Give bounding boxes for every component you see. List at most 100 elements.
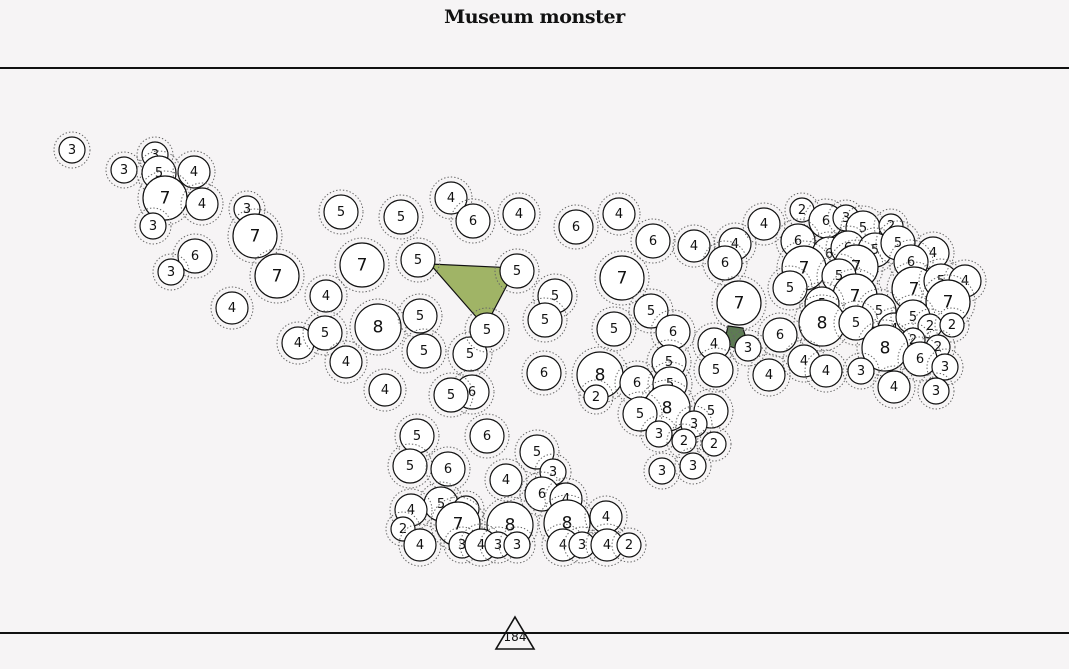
cell-circle[interactable] bbox=[922, 377, 950, 405]
cell-circle[interactable] bbox=[323, 194, 359, 230]
cell-node[interactable]: 5 bbox=[387, 443, 433, 489]
cell-node[interactable]: 6 bbox=[630, 218, 676, 264]
cell-circle[interactable] bbox=[452, 336, 488, 372]
cell-node[interactable]: 5 bbox=[378, 194, 424, 240]
cell-circle[interactable] bbox=[232, 213, 278, 259]
cell-circle[interactable] bbox=[701, 431, 727, 457]
cell-circle[interactable] bbox=[177, 155, 211, 189]
cell-circle[interactable] bbox=[403, 528, 437, 562]
cell-node[interactable]: 6 bbox=[172, 233, 218, 279]
cell-circle[interactable] bbox=[734, 334, 762, 362]
cell-node[interactable]: 3 bbox=[105, 151, 143, 189]
cell-circle[interactable] bbox=[499, 253, 535, 289]
cell-circle[interactable] bbox=[558, 209, 594, 245]
cell-circle[interactable] bbox=[707, 245, 743, 281]
cell-node[interactable]: 5 bbox=[617, 391, 663, 437]
cell-node[interactable]: 4 bbox=[747, 353, 791, 397]
cell-node[interactable]: 3 bbox=[643, 452, 681, 490]
cell-circle[interactable] bbox=[157, 258, 185, 286]
cell-node[interactable]: 5 bbox=[318, 189, 364, 235]
cell-circle[interactable] bbox=[354, 303, 402, 351]
cell-node[interactable]: 2 bbox=[578, 379, 614, 415]
cell-circle[interactable] bbox=[635, 223, 671, 259]
cell-circle[interactable] bbox=[809, 354, 843, 388]
cell-circle[interactable] bbox=[503, 531, 531, 559]
cell-node[interactable]: 4 bbox=[180, 182, 224, 226]
cell-circle[interactable] bbox=[752, 358, 786, 392]
cell-circle[interactable] bbox=[645, 420, 673, 448]
cell-circle[interactable] bbox=[648, 457, 676, 485]
cell-node[interactable]: 7 bbox=[334, 237, 390, 293]
cell-circle[interactable] bbox=[430, 451, 466, 487]
cell-circle[interactable] bbox=[877, 370, 911, 404]
cell-node[interactable]: 6 bbox=[757, 312, 803, 358]
cell-node[interactable]: 8 bbox=[349, 298, 407, 356]
cell-node[interactable]: 3 bbox=[479, 526, 517, 564]
cell-node[interactable]: 5 bbox=[767, 265, 813, 311]
cell-node[interactable]: 7 bbox=[227, 208, 283, 264]
cell-node[interactable]: 6 bbox=[521, 350, 567, 396]
cell-circle[interactable] bbox=[677, 229, 711, 263]
cell-node[interactable]: 3 bbox=[729, 329, 767, 367]
cell-node[interactable]: 3 bbox=[917, 372, 955, 410]
cell-circle[interactable] bbox=[329, 345, 363, 379]
cell-node[interactable]: 5 bbox=[302, 310, 348, 356]
cell-node[interactable]: 4 bbox=[872, 365, 916, 409]
cell-node[interactable]: 4 bbox=[484, 458, 528, 502]
cell-circle[interactable] bbox=[679, 452, 707, 480]
cell-circle[interactable] bbox=[671, 428, 697, 454]
cell-node[interactable]: 7 bbox=[249, 248, 305, 304]
cell-circle[interactable] bbox=[622, 396, 658, 432]
cell-node[interactable]: 5 bbox=[397, 293, 443, 339]
cell-circle[interactable] bbox=[762, 317, 798, 353]
cell-node[interactable]: 5 bbox=[628, 288, 674, 334]
cell-circle[interactable] bbox=[616, 532, 642, 558]
cell-node[interactable]: 6 bbox=[702, 240, 748, 286]
cell-node[interactable]: 4 bbox=[172, 150, 216, 194]
cell-circle[interactable] bbox=[747, 207, 781, 241]
cell-circle[interactable] bbox=[502, 197, 536, 231]
cell-circle[interactable] bbox=[489, 463, 523, 497]
cell-circle[interactable] bbox=[339, 242, 385, 288]
cell-node[interactable]: 3 bbox=[134, 207, 172, 245]
cell-node[interactable]: 7 bbox=[594, 250, 650, 306]
cell-circle[interactable] bbox=[383, 199, 419, 235]
cell-circle[interactable] bbox=[185, 187, 219, 221]
cell-circle[interactable] bbox=[455, 203, 491, 239]
cell-circle[interactable] bbox=[406, 333, 442, 369]
cell-node[interactable]: 5 bbox=[514, 429, 560, 475]
cell-circle[interactable] bbox=[599, 255, 645, 301]
cell-circle[interactable] bbox=[177, 238, 213, 274]
cell-circle[interactable] bbox=[58, 136, 86, 164]
cell-circle[interactable] bbox=[596, 311, 632, 347]
cell-node[interactable]: 5 bbox=[428, 372, 474, 418]
cell-node[interactable]: 5 bbox=[401, 328, 447, 374]
cell-circle[interactable] bbox=[402, 298, 438, 334]
cell-node[interactable]: 5 bbox=[591, 306, 637, 352]
cell-node[interactable]: 6 bbox=[464, 413, 510, 459]
cell-node[interactable]: 4 bbox=[324, 340, 368, 384]
cell-circle[interactable] bbox=[469, 312, 505, 348]
cell-node[interactable]: 4 bbox=[672, 224, 716, 268]
cell-circle[interactable] bbox=[583, 384, 609, 410]
cell-node[interactable]: 2 bbox=[666, 423, 702, 459]
cell-node[interactable]: 3 bbox=[842, 352, 880, 390]
cell-node[interactable]: 3 bbox=[152, 253, 190, 291]
cell-circle[interactable] bbox=[254, 253, 300, 299]
cell-node[interactable]: 2 bbox=[934, 307, 970, 343]
cell-circle[interactable] bbox=[602, 197, 636, 231]
cell-node[interactable]: 5 bbox=[693, 347, 739, 393]
cell-circle[interactable] bbox=[433, 377, 469, 413]
cell-circle[interactable] bbox=[698, 352, 734, 388]
cell-node[interactable]: 4 bbox=[398, 523, 442, 567]
cell-node[interactable]: 5 bbox=[833, 300, 879, 346]
cell-circle[interactable] bbox=[772, 270, 808, 306]
cell-node[interactable]: 3 bbox=[53, 131, 91, 169]
cell-node[interactable]: 4 bbox=[597, 192, 641, 236]
cell-node[interactable]: 5 bbox=[464, 307, 510, 353]
cell-node[interactable]: 4 bbox=[210, 286, 254, 330]
cell-node[interactable]: 6 bbox=[425, 446, 471, 492]
cell-circle[interactable] bbox=[716, 280, 762, 326]
cell-circle[interactable] bbox=[215, 291, 249, 325]
